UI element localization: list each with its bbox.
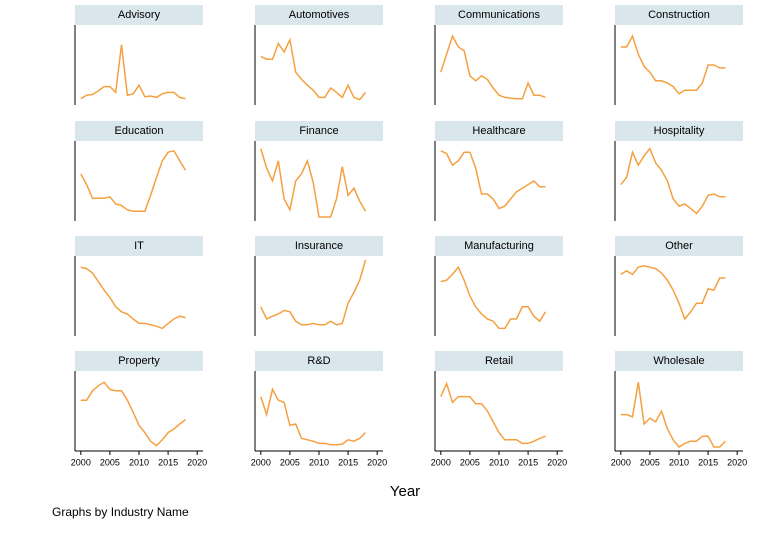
panel-header xyxy=(615,5,743,25)
panel-title: Healthcare xyxy=(472,125,525,137)
panel-title: Other xyxy=(665,240,693,252)
panel-header xyxy=(435,121,563,141)
panel-title: Education xyxy=(115,125,164,137)
panel-header xyxy=(75,5,203,25)
x-tick-label: 2005 xyxy=(460,457,480,467)
x-tick-label: 2015 xyxy=(158,457,178,467)
panel-title: Manufacturing xyxy=(464,240,534,252)
series-line xyxy=(260,37,367,101)
panel-header xyxy=(435,236,563,256)
panel-header xyxy=(255,236,383,256)
series-line xyxy=(260,259,367,326)
x-tick-label: 2010 xyxy=(129,457,149,467)
panel-header xyxy=(435,351,563,371)
panel-title: R&D xyxy=(307,355,330,367)
panel-title: Property xyxy=(118,355,160,367)
panel-header xyxy=(615,236,743,256)
series-line xyxy=(80,266,186,330)
series-line xyxy=(620,382,727,448)
panel-title: Retail xyxy=(485,355,513,367)
series-line xyxy=(80,381,186,447)
series-line xyxy=(80,149,187,212)
series-line xyxy=(440,34,546,100)
panel-title: IT xyxy=(134,240,144,252)
series-line xyxy=(80,44,186,100)
series-line xyxy=(620,147,726,215)
panel-header xyxy=(75,121,203,141)
series-line xyxy=(440,150,546,210)
panel-header xyxy=(75,236,203,256)
panel-header xyxy=(255,351,383,371)
panel-title: Communications xyxy=(458,9,540,21)
panel-header xyxy=(255,5,383,25)
panel-title: Hospitality xyxy=(654,125,705,137)
panel-header xyxy=(615,351,743,371)
x-axis-label: Year xyxy=(390,483,420,500)
panel-header xyxy=(615,121,743,141)
panel-title: Advisory xyxy=(118,9,161,21)
x-tick-label: 2020 xyxy=(727,457,747,467)
x-tick-label: 2000 xyxy=(251,457,271,467)
x-tick-label: 2010 xyxy=(309,457,329,467)
panel-title: Finance xyxy=(299,125,338,137)
x-tick-label: 2000 xyxy=(71,457,91,467)
panel-header xyxy=(255,121,383,141)
series-line xyxy=(620,265,726,321)
x-tick-label: 2015 xyxy=(338,457,358,467)
note: Graphs by Industry Name xyxy=(52,505,189,519)
x-tick-label: 2000 xyxy=(611,457,631,467)
series-line xyxy=(620,34,726,95)
panel-title: Insurance xyxy=(295,240,343,252)
x-tick-label: 2005 xyxy=(640,457,660,467)
x-tick-label: 2015 xyxy=(698,457,718,467)
series-line xyxy=(440,381,546,445)
x-tick-label: 2005 xyxy=(280,457,300,467)
panel-header xyxy=(435,5,563,25)
x-tick-label: 2020 xyxy=(367,457,387,467)
panel-header xyxy=(75,351,203,371)
x-tick-label: 2020 xyxy=(187,457,207,467)
x-tick-label: 2010 xyxy=(489,457,509,467)
x-tick-label: 2000 xyxy=(431,457,451,467)
panel-title: Construction xyxy=(648,9,710,21)
panel-title: Wholesale xyxy=(653,355,704,367)
x-tick-label: 2020 xyxy=(547,457,567,467)
x-tick-label: 2015 xyxy=(518,457,538,467)
x-tick-label: 2010 xyxy=(669,457,689,467)
series-line xyxy=(260,387,367,446)
x-tick-label: 2005 xyxy=(100,457,120,467)
panel-title: Automotives xyxy=(289,9,350,21)
series-line xyxy=(260,148,367,218)
series-line xyxy=(440,265,547,330)
